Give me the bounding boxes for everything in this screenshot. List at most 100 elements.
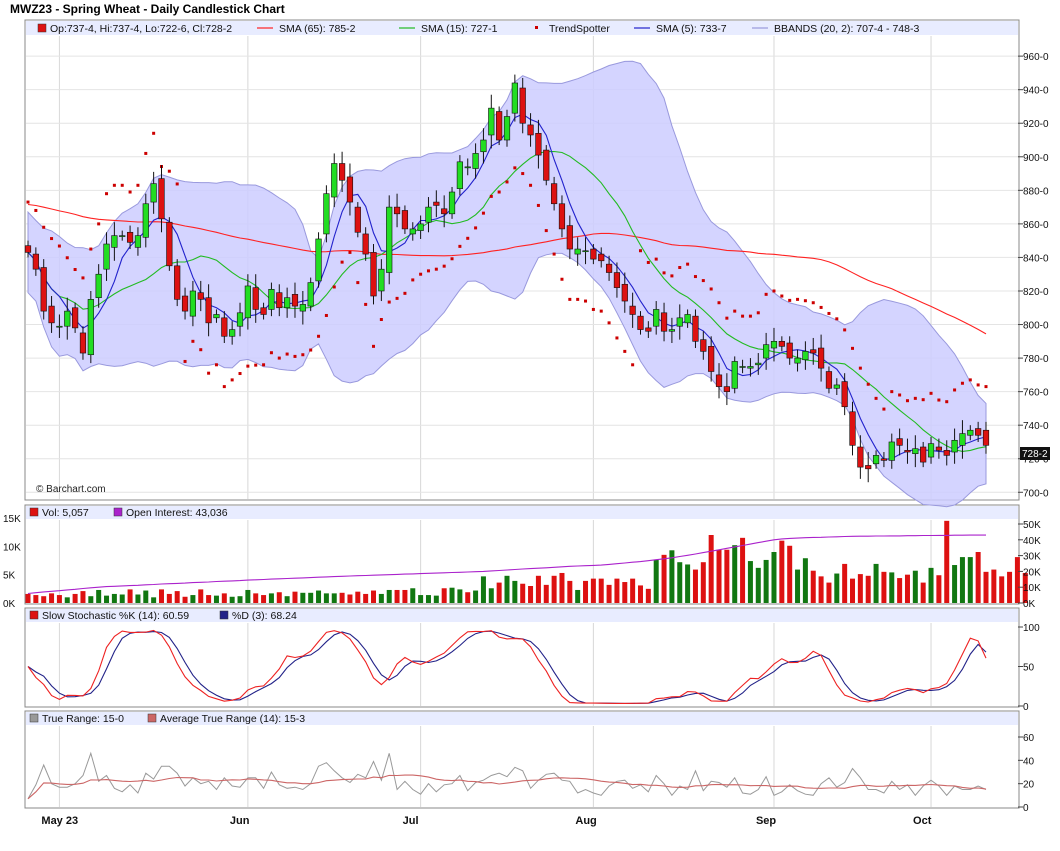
volume-right-tick-label: 10K	[1023, 583, 1041, 594]
volume-bar	[151, 597, 157, 603]
volume-bar	[441, 588, 447, 603]
candle-body	[503, 116, 511, 141]
trendspotter-dot	[811, 301, 815, 305]
candle-body	[872, 455, 880, 465]
volume-bar	[198, 589, 204, 603]
volume-bar	[25, 593, 31, 603]
trendspotter-dot	[34, 208, 38, 212]
volume-bar	[402, 589, 408, 603]
candle-body	[605, 263, 613, 273]
trendspotter-dot	[544, 229, 548, 233]
candle-body	[645, 327, 652, 332]
volume-bar	[64, 597, 70, 603]
trendspotter-dot	[57, 244, 61, 248]
candle-body	[967, 429, 974, 436]
volume-bar	[897, 578, 903, 603]
candle-body	[621, 283, 628, 302]
trendspotter-dot	[709, 287, 713, 291]
candle-body	[810, 349, 817, 354]
volume-bar	[661, 554, 667, 603]
volume-bar	[473, 590, 479, 603]
volume-bar	[685, 564, 691, 603]
trendspotter-dot	[332, 285, 336, 289]
trendspotter-dot	[277, 356, 281, 360]
volume-bar	[268, 593, 274, 603]
trendspotter-dot	[167, 169, 171, 173]
trendspotter-dot	[788, 298, 792, 302]
trendspotter-dot	[764, 292, 768, 296]
candle-body	[849, 411, 856, 446]
price-tick-label: 880-0	[1023, 186, 1049, 197]
candle-body	[72, 307, 79, 329]
candle-body	[802, 351, 809, 361]
trendspotter-dot	[73, 268, 77, 272]
volume-bar	[763, 559, 769, 603]
candle-body	[362, 233, 369, 255]
volume-bar	[575, 589, 581, 603]
volume-bar	[936, 575, 942, 603]
volume-legend-label: Open Interest: 43,036	[126, 507, 228, 519]
candle-body	[393, 206, 401, 215]
volume-bar	[174, 591, 180, 603]
volume-bar	[740, 537, 746, 603]
trendspotter-dot	[42, 225, 46, 229]
x-month-label: May 23	[41, 815, 78, 827]
price-tick-label: 760-0	[1023, 388, 1049, 399]
volume-bar	[496, 582, 502, 603]
volume-bar	[944, 520, 950, 603]
volume-legend-swatch	[29, 507, 39, 517]
candle-body	[291, 294, 299, 307]
x-month-label: Oct	[913, 815, 932, 827]
candle-body	[715, 374, 723, 387]
candle-body	[927, 443, 935, 458]
watermark: © Barchart.com	[36, 484, 106, 495]
volume-bar	[158, 589, 164, 603]
trendspotter-dot	[701, 279, 705, 283]
volume-bar	[213, 595, 219, 603]
volume-bar	[583, 580, 589, 603]
trendspotter-dot	[929, 391, 933, 395]
x-month-label: Aug	[575, 815, 596, 827]
volume-bar	[952, 565, 958, 603]
trendspotter-dot	[419, 272, 423, 276]
candle-body	[943, 450, 950, 456]
candle-body	[778, 341, 785, 347]
candle-body	[825, 371, 833, 389]
volume-bar	[284, 596, 290, 603]
candle-body	[692, 315, 699, 342]
candle-body	[166, 221, 173, 267]
candle-body	[111, 235, 118, 248]
trendspotter-dot	[529, 183, 533, 187]
trendspotter-dot	[474, 226, 478, 230]
true-range-legend-label: Average True Range (14): 15-3	[160, 713, 305, 725]
trendspotter-dot	[262, 363, 266, 367]
volume-bar	[457, 589, 463, 603]
trendspotter-dot	[796, 297, 800, 301]
last-price-tag: 728-2	[1022, 449, 1048, 460]
candle-body	[511, 82, 518, 114]
trendspotter-dot	[662, 271, 666, 275]
atr-line	[27, 774, 987, 800]
trendspotter-dot	[560, 277, 564, 281]
volume-bar	[276, 592, 282, 603]
trendspotter-dot	[568, 297, 572, 301]
candle-body	[857, 446, 864, 468]
volume-bar	[1014, 557, 1020, 603]
trendspotter-dot	[654, 257, 658, 261]
trendspotter-dot	[285, 352, 289, 356]
candle-body	[150, 183, 157, 203]
trendspotter-dot	[199, 348, 203, 352]
volume-bar	[449, 587, 455, 603]
stochastic-legend-label: Slow Stochastic %K (14): 60.59	[42, 610, 189, 622]
trendspotter-dot	[576, 297, 580, 301]
candle-body	[40, 267, 47, 312]
volume-bar	[920, 582, 926, 603]
volume-bar	[96, 589, 102, 603]
true-range-legend-swatch	[147, 713, 157, 723]
candle-body	[338, 163, 346, 181]
candle-body	[841, 381, 848, 408]
volume-right-tick-label: 40K	[1023, 536, 1041, 547]
trendspotter-dot	[733, 309, 737, 313]
chart-title: MWZ23 - Spring Wheat - Daily Candlestick…	[10, 2, 285, 16]
volume-bar	[237, 596, 243, 603]
